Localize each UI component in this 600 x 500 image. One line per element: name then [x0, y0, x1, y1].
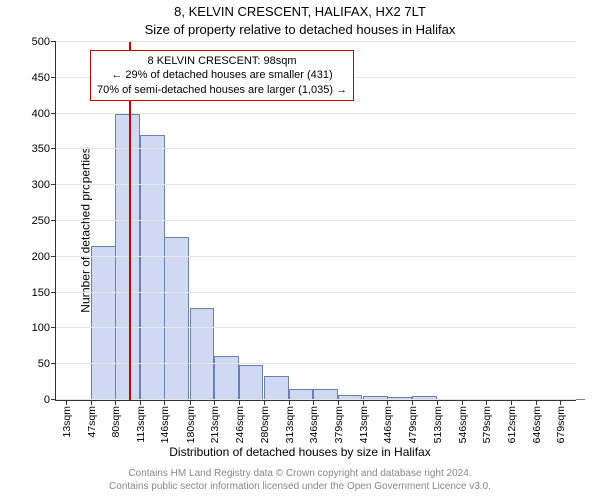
x-tick-label: 546sqm — [457, 406, 469, 443]
footer-line1: Contains HM Land Registry data © Crown c… — [0, 468, 600, 481]
x-tick-mark — [511, 400, 512, 405]
x-tick-label: 513sqm — [432, 406, 444, 443]
y-tick-label: 150 — [32, 287, 50, 299]
y-tick-mark — [51, 148, 56, 149]
y-tick-mark — [51, 363, 56, 364]
y-tick-label: 200 — [32, 251, 50, 263]
y-tick-label: 250 — [32, 215, 50, 227]
x-tick-label: 180sqm — [185, 406, 197, 443]
gridline — [56, 399, 576, 400]
x-tick-label: 146sqm — [160, 406, 172, 443]
x-tick-label: 413sqm — [358, 406, 370, 443]
gridline — [56, 148, 576, 149]
x-axis-label: Distribution of detached houses by size … — [0, 445, 600, 459]
chart-title-line2: Size of property relative to detached ho… — [0, 22, 600, 37]
x-tick-mark — [363, 400, 364, 405]
x-tick-label: 213sqm — [209, 406, 221, 443]
histogram-bar — [164, 237, 189, 400]
y-tick-mark — [51, 184, 56, 185]
y-tick-mark — [51, 113, 56, 114]
y-tick-label: 0 — [44, 394, 50, 406]
footer-line2: Contains public sector information licen… — [0, 481, 600, 494]
x-tick-mark — [486, 400, 487, 405]
x-tick-mark — [338, 400, 339, 405]
x-tick-mark — [190, 400, 191, 405]
gridline — [56, 184, 576, 185]
x-tick-mark — [412, 400, 413, 405]
x-tick-mark — [115, 400, 116, 405]
y-tick-mark — [51, 220, 56, 221]
x-tick-mark — [437, 400, 438, 405]
x-tick-label: 13sqm — [61, 406, 73, 438]
y-tick-mark — [51, 292, 56, 293]
x-tick-mark — [91, 400, 92, 405]
y-tick-label: 500 — [32, 36, 50, 48]
x-tick-mark — [313, 400, 314, 405]
x-tick-label: 446sqm — [383, 406, 395, 443]
x-tick-label: 47sqm — [86, 406, 98, 438]
annotation-box: 8 KELVIN CRESCENT: 98sqm ← 29% of detach… — [90, 50, 354, 101]
y-tick-label: 300 — [32, 179, 50, 191]
histogram-bar — [190, 308, 215, 400]
x-tick-mark — [214, 400, 215, 405]
x-tick-mark — [66, 400, 67, 405]
x-tick-mark — [560, 400, 561, 405]
x-tick-mark — [140, 400, 141, 405]
y-tick-mark — [51, 399, 56, 400]
histogram-bar — [264, 376, 289, 400]
y-tick-label: 100 — [32, 322, 50, 334]
y-tick-mark — [51, 41, 56, 42]
x-tick-mark — [164, 400, 165, 405]
histogram-bar — [239, 365, 264, 400]
y-tick-mark — [51, 256, 56, 257]
x-tick-label: 612sqm — [506, 406, 518, 443]
x-tick-mark — [289, 400, 290, 405]
chart-container: 8, KELVIN CRESCENT, HALIFAX, HX2 7LT Siz… — [0, 0, 600, 500]
y-tick-label: 450 — [32, 72, 50, 84]
y-tick-label: 350 — [32, 143, 50, 155]
x-tick-label: 80sqm — [111, 406, 123, 438]
x-tick-label: 579sqm — [481, 406, 493, 443]
x-tick-label: 646sqm — [531, 406, 543, 443]
x-tick-label: 280sqm — [259, 406, 271, 443]
gridline — [56, 363, 576, 364]
x-tick-mark — [239, 400, 240, 405]
x-tick-mark — [387, 400, 388, 405]
y-tick-label: 50 — [38, 358, 50, 370]
x-tick-label: 379sqm — [333, 406, 345, 443]
y-tick-mark — [51, 77, 56, 78]
annotation-line2: ← 29% of detached houses are smaller (43… — [97, 68, 347, 82]
x-tick-label: 679sqm — [556, 406, 568, 443]
gridline — [56, 41, 576, 42]
x-tick-mark — [462, 400, 463, 405]
gridline — [56, 256, 576, 257]
gridline — [56, 292, 576, 293]
footer-attribution: Contains HM Land Registry data © Crown c… — [0, 468, 600, 493]
x-tick-mark — [536, 400, 537, 405]
x-tick-mark — [264, 400, 265, 405]
x-tick-label: 346sqm — [308, 406, 320, 443]
x-tick-label: 113sqm — [135, 406, 147, 443]
annotation-line3: 70% of semi-detached houses are larger (… — [97, 83, 347, 97]
annotation-line1: 8 KELVIN CRESCENT: 98sqm — [97, 54, 347, 68]
gridline — [56, 113, 576, 114]
y-tick-mark — [51, 327, 56, 328]
x-tick-label: 479sqm — [407, 406, 419, 443]
y-tick-label: 400 — [32, 108, 50, 120]
gridline — [56, 220, 576, 221]
histogram-bar — [140, 135, 165, 400]
chart-title-line1: 8, KELVIN CRESCENT, HALIFAX, HX2 7LT — [0, 4, 600, 19]
gridline — [56, 327, 576, 328]
histogram-bar — [91, 246, 116, 400]
x-tick-label: 313sqm — [284, 406, 296, 443]
x-tick-label: 246sqm — [234, 406, 246, 443]
